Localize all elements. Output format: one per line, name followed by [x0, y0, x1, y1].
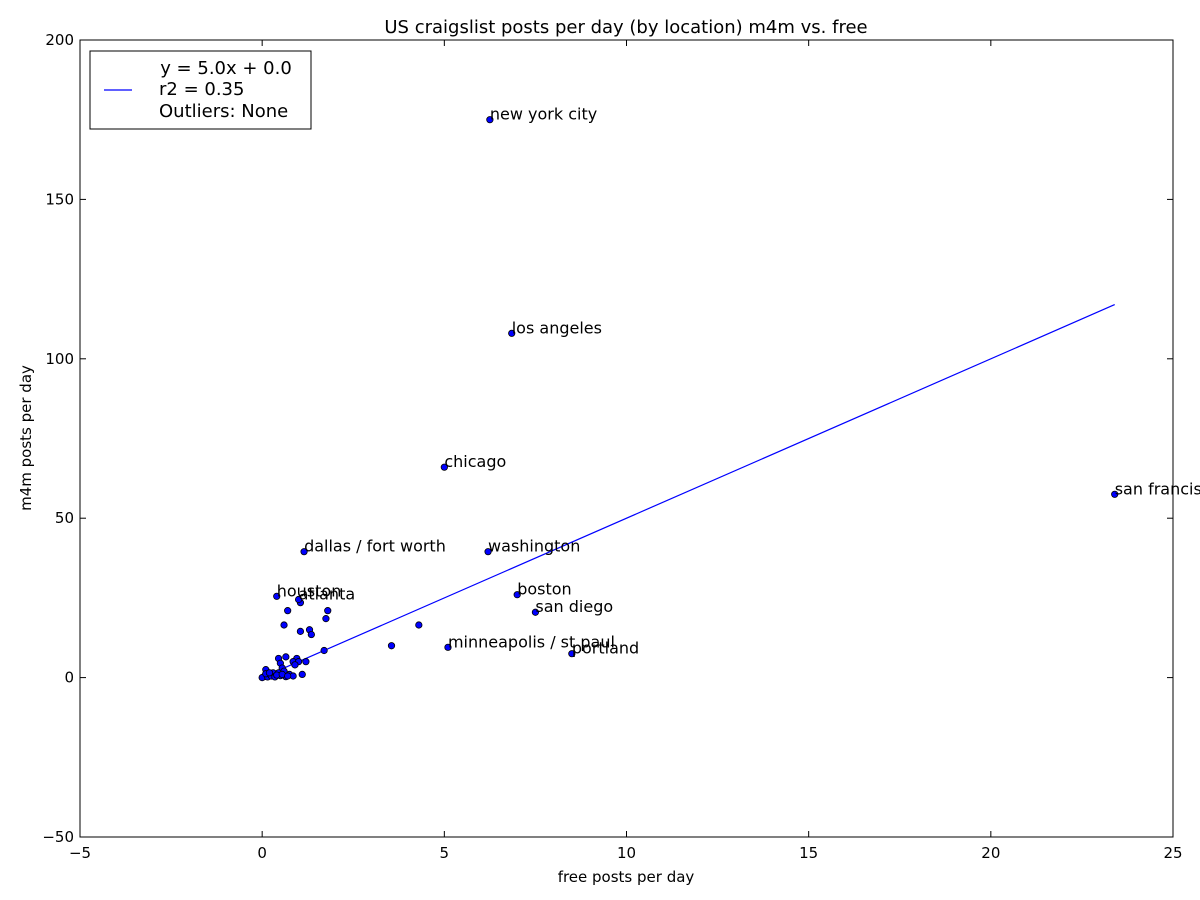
data-point-labeled: [513, 591, 521, 599]
point-label: houston: [277, 581, 342, 600]
data-point-labeled: [444, 643, 452, 651]
data-point-labeled: [484, 548, 492, 556]
point-label: los angeles: [512, 318, 602, 337]
data-point: [284, 672, 292, 680]
data-point: [296, 627, 305, 635]
data-point: [324, 607, 332, 615]
point-label: chicago: [444, 452, 506, 471]
data-point-labeled: [300, 548, 308, 556]
point-label: portland: [572, 639, 639, 658]
data-point: [387, 642, 396, 650]
x-tick-label: 25: [1163, 844, 1182, 862]
data-point: [415, 621, 423, 629]
y-tick-label: 150: [45, 190, 74, 208]
legend-line-3: Outliers: None: [159, 101, 288, 122]
data-point: [284, 607, 292, 615]
point-label: minneapolis / st paul: [448, 632, 615, 651]
x-tick-label: 10: [617, 844, 636, 862]
data-point-labeled: [486, 116, 494, 124]
data-point: [307, 630, 315, 639]
x-tick-label: 20: [981, 844, 1000, 862]
point-label: san diego: [535, 597, 613, 616]
data-point: [302, 658, 310, 666]
plot-area: new york city los angeles chicago san franc…: [258, 105, 1200, 682]
point-label: dallas / fort worth: [304, 537, 446, 556]
x-tick-label: 0: [257, 844, 267, 862]
x-axis-label: free posts per day: [558, 868, 695, 886]
y-tick-label: 0: [64, 669, 74, 687]
data-point-labeled: [294, 595, 303, 604]
x-tick-label: 15: [799, 844, 818, 862]
point-label: san francisco: [1115, 479, 1200, 498]
data-point-labeled: [531, 608, 540, 616]
data-point-labeled: [273, 592, 281, 600]
legend-line-1: y = 5.0x + 0.0: [160, 58, 292, 79]
x-axis-ticks: −5 0 5 10 15 20 25: [69, 40, 1183, 862]
data-point: [282, 653, 290, 661]
y-tick-label: −50: [42, 828, 74, 846]
data-point: [320, 646, 328, 655]
data-point: [280, 621, 288, 629]
point-label: new york city: [490, 105, 597, 124]
fit-line: [261, 304, 1115, 679]
data-point-labeled: [440, 463, 448, 471]
legend: y = 5.0x + 0.0 r2 = 0.35 Outliers: None: [89, 50, 312, 130]
data-point: [298, 670, 306, 679]
data-point-labeled: [1111, 490, 1119, 498]
y-axis-ticks: −50 0 50 100 150 200: [42, 31, 1173, 846]
data-point: [265, 669, 274, 677]
y-tick-label: 200: [45, 31, 74, 49]
y-axis-label: m4m posts per day: [17, 365, 35, 511]
point-label: washington: [488, 537, 580, 556]
data-point: [291, 661, 299, 669]
point-label: boston: [517, 580, 571, 599]
x-tick-label: 5: [440, 844, 450, 862]
data-point: [322, 615, 330, 623]
plot-frame: [79, 39, 1174, 838]
y-tick-label: 100: [45, 350, 74, 368]
legend-line-2: r2 = 0.35: [159, 79, 244, 100]
chart-title: US craigslist posts per day (by location…: [384, 17, 867, 38]
point-label: atlanta: [299, 584, 356, 603]
data-point-labeled: [508, 329, 516, 337]
y-tick-label: 50: [55, 509, 74, 527]
data-point-labeled: [568, 650, 576, 658]
x-tick-label: −5: [69, 844, 91, 862]
